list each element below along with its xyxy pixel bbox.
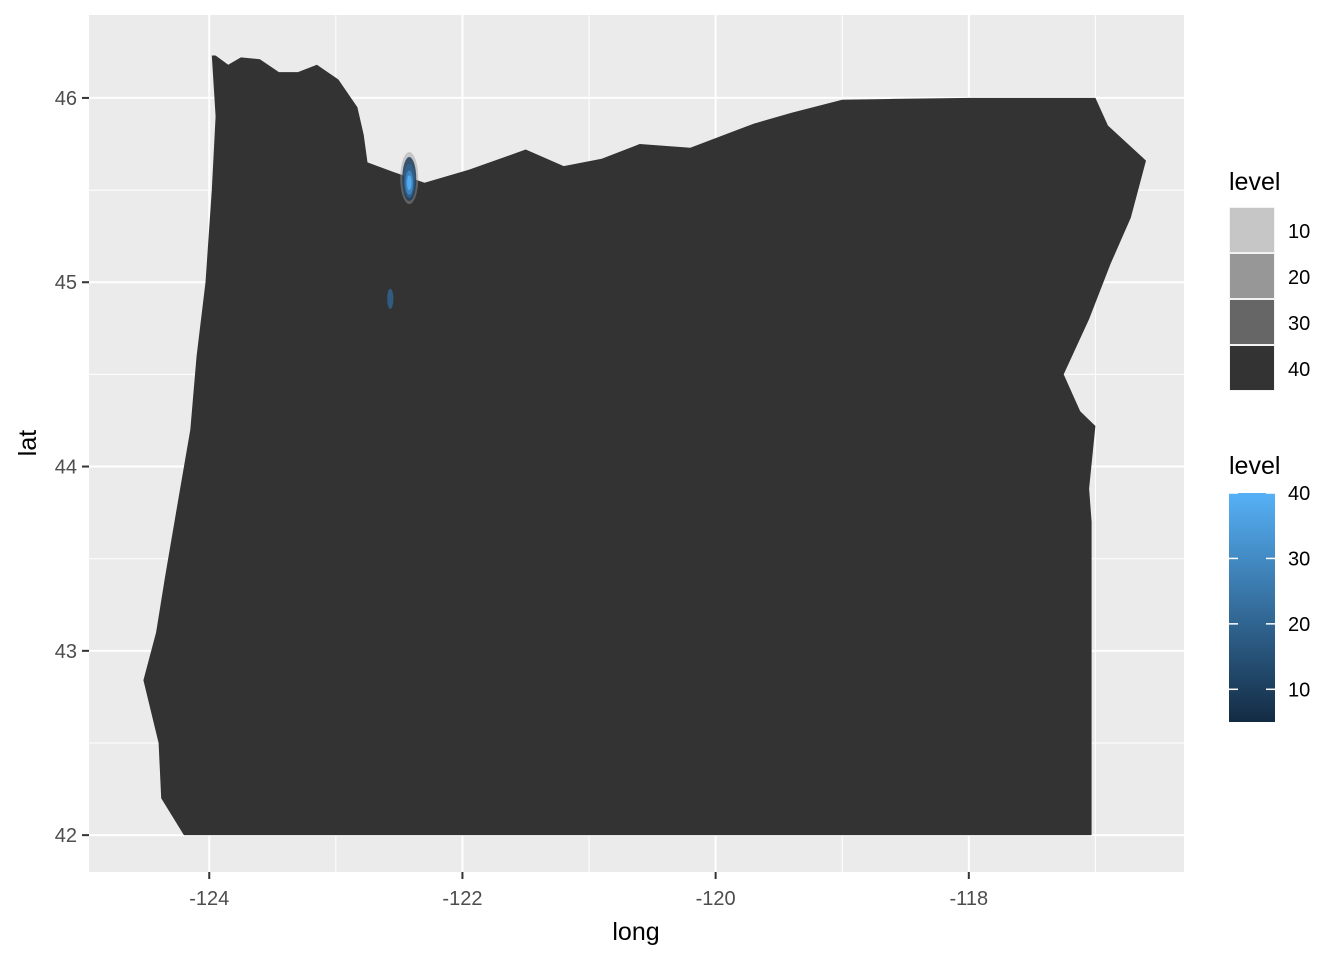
- legend-key-30: [1230, 300, 1274, 344]
- legend-colorbar-title: level: [1229, 452, 1280, 480]
- y-axis: 42 43 44 45 46: [55, 88, 89, 847]
- legend-key-40: [1230, 346, 1274, 390]
- x-tick-label: -118: [950, 888, 989, 910]
- legend-key-20: [1230, 254, 1274, 298]
- x-axis-title: long: [612, 918, 659, 946]
- legend-colorbar-label: 30: [1288, 548, 1310, 570]
- legend-alpha-title: level: [1229, 168, 1280, 196]
- y-tick-label: 44: [55, 457, 77, 479]
- oregon-region: [143, 55, 1146, 836]
- y-tick-label: 43: [55, 641, 77, 663]
- x-tick-label: -120: [696, 888, 736, 910]
- legend-alpha-label: 10: [1288, 221, 1310, 243]
- legend-key-10: [1230, 208, 1274, 252]
- legend-colorbar-label: 40: [1288, 483, 1310, 505]
- density-contour-level-20: [387, 288, 394, 309]
- legend-alpha-label: 20: [1288, 267, 1310, 289]
- x-axis: -124 -122 -120 -118: [189, 872, 988, 910]
- legend-alpha: level 10 20 30 40: [1229, 168, 1310, 391]
- colorbar: [1229, 493, 1275, 722]
- legend-colorbar-label: 10: [1288, 679, 1310, 701]
- legend-colorbar: level 10 20 30 40: [1229, 452, 1310, 722]
- legend-alpha-label: 40: [1288, 359, 1310, 381]
- density-contours: [387, 152, 419, 309]
- x-tick-label: -122: [442, 888, 482, 910]
- y-tick-label: 46: [55, 88, 77, 110]
- y-tick-label: 42: [55, 825, 77, 847]
- y-axis-title: lat: [14, 430, 42, 456]
- density-contour-level-40: [406, 175, 412, 191]
- legend-alpha-label: 30: [1288, 313, 1310, 335]
- x-tick-label: -124: [189, 888, 229, 910]
- legend-colorbar-label: 20: [1288, 614, 1310, 636]
- y-tick-label: 45: [55, 272, 77, 294]
